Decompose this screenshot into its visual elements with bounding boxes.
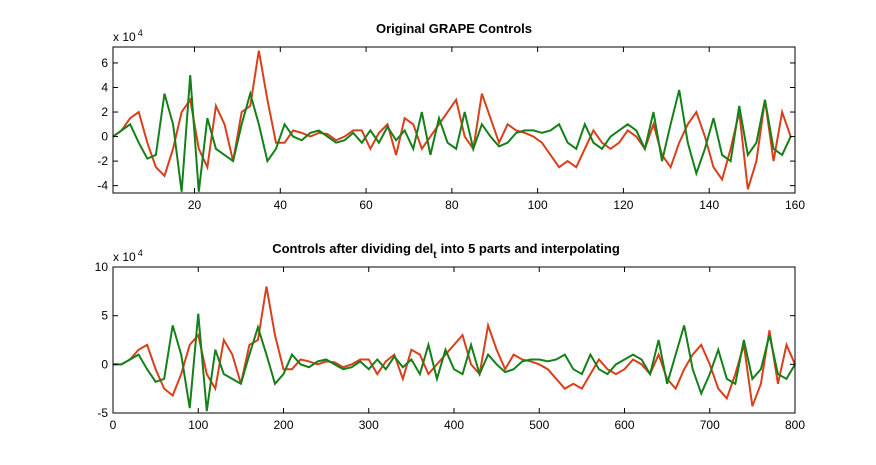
y-tick-label: 2 [101,105,108,119]
x-tick-label: 200 [273,418,293,432]
y-multiplier-exponent: 4 [138,28,143,38]
y-multiplier-base: x 10 [113,30,136,44]
x-tick-label: 20 [188,198,202,212]
title-text: Controls after dividing del [272,241,433,256]
x-tick-label: 800 [785,418,805,432]
x-tick-label: 0 [110,418,117,432]
control-line [112,75,792,192]
y-tick-label: 5 [101,309,108,323]
control-line [113,313,796,412]
y-tick-label: 0 [101,130,108,144]
y-tick-label: 6 [101,56,108,70]
x-tick-label: 100 [528,198,548,212]
x-tick-label: 600 [614,418,634,432]
x-tick-label: 100 [188,418,208,432]
y-multiplier: x 10 4 [113,28,143,44]
control-line [112,50,792,190]
x-tick-label: 60 [359,198,373,212]
title-suffix: into 5 parts and interpolating [441,241,620,256]
x-tick-label: 120 [613,198,633,212]
y-tick-label: -4 [97,179,108,193]
y-tick-label: 10 [95,260,109,274]
title-subscript: t [433,250,437,261]
chart-title: Controls after dividing delt into 5 parts… [272,241,620,261]
y-tick-label: 4 [101,80,108,94]
y-multiplier-base: x 10 [113,250,136,264]
x-tick-label: 400 [444,418,464,432]
x-tick-label: 160 [785,198,805,212]
axes-box [112,46,796,194]
control-line [113,286,796,407]
y-multiplier-exponent: 4 [138,248,143,258]
y-tick-label: -5 [97,406,108,420]
x-tick-label: 40 [274,198,288,212]
x-tick-label: 300 [359,418,379,432]
x-tick-label: 700 [700,418,720,432]
title-text: Original GRAPE Controls [376,21,532,36]
chart-title: Original GRAPE Controls [376,21,532,36]
x-tick-label: 140 [699,198,719,212]
y-multiplier: x 10 4 [113,248,143,264]
y-tick-label: -2 [97,154,108,168]
x-tick-label: 500 [529,418,549,432]
y-tick-label: 0 [101,357,108,371]
x-tick-label: 80 [445,198,459,212]
